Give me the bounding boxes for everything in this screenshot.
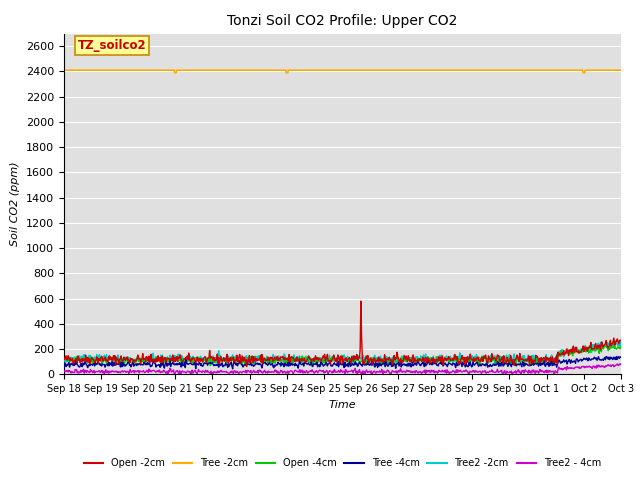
Title: Tonzi Soil CO2 Profile: Upper CO2: Tonzi Soil CO2 Profile: Upper CO2: [227, 14, 458, 28]
X-axis label: Time: Time: [328, 400, 356, 409]
Y-axis label: Soil CO2 (ppm): Soil CO2 (ppm): [10, 162, 20, 246]
Text: TZ_soilco2: TZ_soilco2: [78, 39, 147, 52]
Legend: Open -2cm, Tree -2cm, Open -4cm, Tree -4cm, Tree2 -2cm, Tree2 - 4cm: Open -2cm, Tree -2cm, Open -4cm, Tree -4…: [80, 454, 605, 472]
